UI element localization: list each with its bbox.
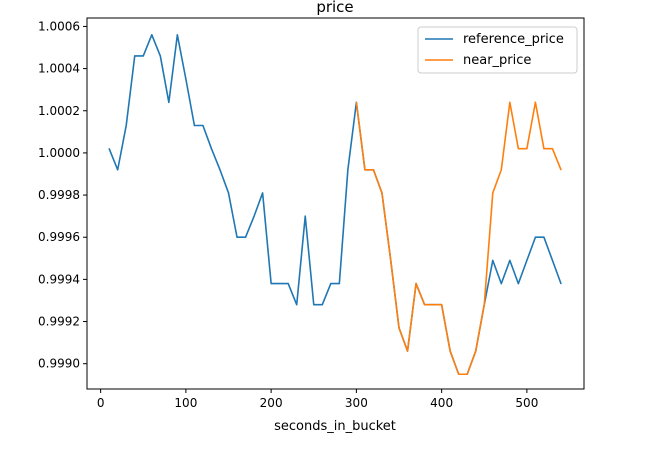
data-point-near_price <box>543 148 545 150</box>
plot-frame <box>86 17 585 390</box>
data-point-reference_price <box>279 283 281 285</box>
data-point-reference_price <box>202 124 204 127</box>
data-point-reference_price <box>560 283 562 285</box>
data-point-reference_price <box>168 101 170 103</box>
y-axis: 0.9990 0.9992 0.9994 0.9996 0.9998 1.0000 1.00… <box>38 19 87 371</box>
data-point-near_price <box>475 350 477 352</box>
data-point-near_price <box>466 373 468 375</box>
y-tick-label: 0.9996 <box>38 230 80 244</box>
data-point-reference_price <box>534 236 537 238</box>
data-point-near_price <box>526 148 528 150</box>
data-point-reference_price <box>108 148 110 150</box>
data-point-near_price <box>560 169 562 171</box>
x-tick-label: 300 <box>345 396 368 410</box>
data-point-reference_price <box>287 283 289 285</box>
data-point-near_price <box>458 373 460 375</box>
y-tick-label: 1.0000 <box>38 146 80 160</box>
data-point-reference_price <box>517 283 519 285</box>
x-tick-label: 200 <box>260 396 283 410</box>
data-point-near_price <box>492 192 494 194</box>
data-point-reference_price <box>338 283 340 285</box>
data-point-reference_price <box>253 215 255 217</box>
data-point-reference_price <box>159 55 161 57</box>
data-point-near_price <box>432 304 434 306</box>
y-tick-label: 0.9998 <box>38 188 80 202</box>
x-tick-label: 0 <box>97 396 105 410</box>
y-tick-label: 0.9992 <box>38 315 80 329</box>
data-point-reference_price <box>227 192 230 194</box>
data-point-reference_price <box>210 148 213 150</box>
data-point-near_price <box>364 169 366 171</box>
data-point-reference_price <box>509 259 511 262</box>
chart-title: price <box>316 0 353 16</box>
data-point-near_price <box>551 148 554 150</box>
data-point-reference_price <box>526 259 528 262</box>
x-axis: 0 100 200 300 400 500 <box>97 389 538 410</box>
data-point-reference_price <box>551 259 554 262</box>
legend-label: reference_price <box>463 32 564 47</box>
data-point-reference_price <box>321 304 323 306</box>
data-point-reference_price <box>296 304 298 306</box>
y-tick-label: 1.0006 <box>38 19 80 33</box>
data-point-reference_price <box>219 169 221 171</box>
data-point-near_price <box>381 192 383 194</box>
data-point-reference_price <box>117 169 119 171</box>
data-point-reference_price <box>244 236 247 238</box>
series-layer <box>108 34 562 376</box>
data-point-reference_price <box>347 169 349 171</box>
x-axis-label: seconds_in_bucket <box>274 419 396 434</box>
y-tick-label: 0.9990 <box>38 357 80 371</box>
data-point-reference_price <box>543 236 545 238</box>
y-tick-label: 0.9994 <box>38 272 80 286</box>
data-point-near_price <box>355 101 357 103</box>
data-point-reference_price <box>262 192 264 194</box>
x-tick-label: 500 <box>515 396 538 410</box>
data-point-reference_price <box>313 304 315 306</box>
data-point-reference_price <box>134 55 136 57</box>
y-tick-label: 1.0002 <box>38 104 80 118</box>
data-point-near_price <box>449 350 451 352</box>
data-point-near_price <box>423 304 426 306</box>
data-point-near_price <box>509 101 511 103</box>
legend-box <box>417 26 578 74</box>
data-point-reference_price <box>270 283 272 285</box>
series-line-reference_price <box>108 34 562 376</box>
data-point-reference_price <box>193 124 196 127</box>
data-point-reference_price <box>125 124 127 127</box>
data-point-reference_price <box>330 283 332 285</box>
legend-label: near_price <box>463 53 531 68</box>
legend: reference_price near_price <box>417 26 578 74</box>
data-point-reference_price <box>151 34 153 36</box>
data-point-near_price <box>483 304 485 306</box>
data-point-reference_price <box>492 259 494 262</box>
data-point-near_price <box>372 169 375 171</box>
data-point-reference_price <box>176 34 178 36</box>
x-tick-label: 100 <box>174 396 197 410</box>
data-point-near_price <box>389 257 392 259</box>
data-point-near_price <box>415 283 417 285</box>
data-point-reference_price <box>185 78 187 80</box>
data-point-near_price <box>406 350 409 352</box>
y-tick-label: 1.0004 <box>38 62 80 76</box>
data-point-reference_price <box>142 55 144 57</box>
data-point-reference_price <box>500 283 502 285</box>
data-point-near_price <box>500 169 502 171</box>
data-point-reference_price <box>304 215 306 217</box>
data-point-near_price <box>398 327 400 329</box>
x-tick-label: 400 <box>430 396 453 410</box>
data-point-near_price <box>517 148 519 150</box>
data-point-near_price <box>441 304 443 306</box>
data-point-reference_price <box>236 236 238 238</box>
data-point-near_price <box>534 101 537 103</box>
